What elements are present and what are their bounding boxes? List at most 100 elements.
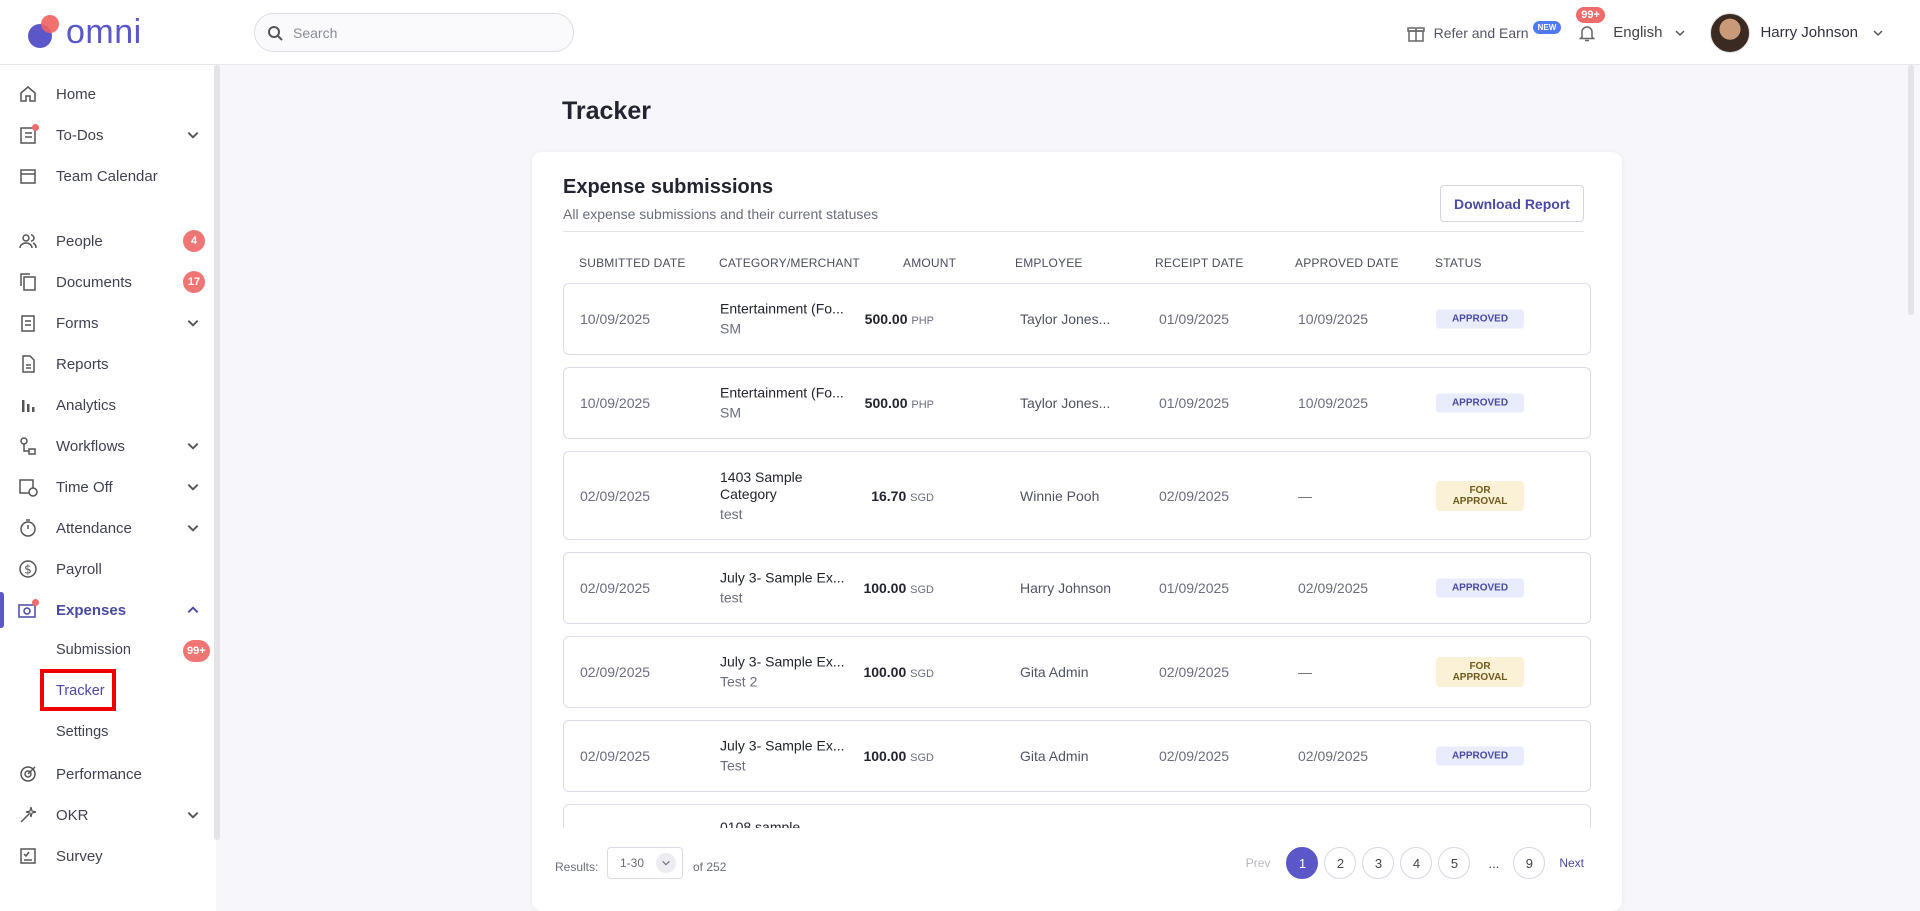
receipt-date: 01/09/2025 xyxy=(1159,395,1230,411)
home-icon xyxy=(16,82,40,106)
sidebar-item-analytics[interactable]: Analytics xyxy=(0,385,216,425)
prev-page-button[interactable]: Prev xyxy=(1245,856,1271,870)
page-button[interactable]: 2 xyxy=(1324,847,1357,879)
page-button[interactable]: 5 xyxy=(1438,847,1471,879)
table-row[interactable]: 02/09/2025 1403 Sample Category test 16.7… xyxy=(563,451,1591,540)
page-button[interactable]: 1 xyxy=(1286,847,1319,879)
table-row[interactable]: 02/09/2025 July 3- Sample Ex... Test 100.… xyxy=(563,720,1591,792)
sidebar-item-label: Home xyxy=(56,85,97,103)
amount: 16.70 SGD xyxy=(824,488,934,504)
next-page-button[interactable]: Next xyxy=(1559,856,1584,870)
sidebar-item-people[interactable]: People 4 xyxy=(0,221,216,261)
chevron-down-icon xyxy=(187,484,199,491)
user-menu[interactable]: Harry Johnson xyxy=(1710,12,1884,53)
sidebar-subitem-submission[interactable]: Submission xyxy=(56,642,131,658)
new-badge: NEW xyxy=(1532,21,1562,34)
chevron-down-icon xyxy=(187,525,199,532)
submitted-date: 10/09/2025 xyxy=(580,311,651,327)
calendar-clock-icon xyxy=(16,475,40,499)
column-header[interactable]: EMPLOYEE xyxy=(1015,256,1083,270)
language-selector[interactable]: English xyxy=(1613,24,1686,41)
column-header[interactable]: RECEIPT DATE xyxy=(1155,256,1244,270)
category: 1403 Sample Category xyxy=(720,468,803,502)
receipt-date: 02/09/2025 xyxy=(1159,487,1230,504)
sidebar-item-reports[interactable]: Reports xyxy=(0,344,216,384)
main-scrollbar[interactable] xyxy=(1908,65,1914,315)
sidebar-item-forms[interactable]: Forms xyxy=(0,303,216,343)
table-row[interactable]: 02/09/2025 July 3- Sample Ex... test 100.… xyxy=(563,552,1591,624)
sidebar-subitem-tracker[interactable]: Tracker xyxy=(56,683,105,699)
table-header: SUBMITTED DATE CATEGORY/MERCHANT AMOUNT … xyxy=(563,256,1584,276)
card-subtitle: All expense submissions and their curren… xyxy=(563,206,879,222)
amount: 100.00 SGD xyxy=(824,664,934,680)
search-input[interactable] xyxy=(293,24,543,41)
merchant: SM xyxy=(720,404,741,421)
sidebar-item-workflows[interactable]: Workflows xyxy=(0,426,216,466)
forms-icon xyxy=(16,311,40,335)
page-button[interactable]: 4 xyxy=(1400,847,1433,879)
target-icon xyxy=(16,762,40,786)
table-row[interactable]: 10/09/2025 Entertainment (Fo... SM 500.00… xyxy=(563,283,1591,355)
approved-date: 10/09/2025 xyxy=(1298,395,1369,411)
sidebar-item-label: Performance xyxy=(56,765,142,783)
stopwatch-icon xyxy=(16,516,40,540)
sidebar-item-to-dos[interactable]: To-Dos xyxy=(0,115,216,155)
sidebar-item-home[interactable]: Home xyxy=(0,74,216,114)
sidebar-item-label: Team Calendar xyxy=(56,167,158,185)
column-header[interactable]: AMOUNT xyxy=(903,256,957,270)
sidebar-item-okr[interactable]: OKR xyxy=(0,795,216,835)
receipt-date: 02/09/2025 xyxy=(1159,748,1230,764)
sidebar-item-time-off[interactable]: Time Off xyxy=(0,467,216,507)
table-row[interactable]: 10/09/2025 Entertainment (Fo... SM 500.00… xyxy=(563,367,1591,439)
column-header[interactable]: CATEGORY/MERCHANT xyxy=(719,256,860,270)
currency: PHP xyxy=(911,315,934,327)
sidebar-scrollbar[interactable] xyxy=(214,65,220,840)
table-row[interactable]: 02/09/2025 July 3- Sample Ex... Test 2 10… xyxy=(563,636,1591,708)
amount: 500.00 PHP xyxy=(824,395,934,411)
approved-date: — xyxy=(1298,487,1312,504)
omni-logo[interactable]: omni xyxy=(22,12,142,52)
page-button[interactable]: 9 xyxy=(1513,847,1546,879)
amount-value: 16.70 xyxy=(871,487,907,504)
chevron-down-icon xyxy=(187,443,199,450)
sidebar-item-team-calendar[interactable]: Team Calendar xyxy=(0,156,216,196)
expenses-icon xyxy=(16,598,40,622)
sidebar-item-payroll[interactable]: $ Payroll xyxy=(0,549,216,589)
column-header[interactable]: APPROVED DATE xyxy=(1295,256,1399,270)
sidebar-subitem-settings[interactable]: Settings xyxy=(56,724,108,740)
amount-value: 100.00 xyxy=(863,748,907,764)
chevron-down-icon xyxy=(187,812,199,819)
submitted-date: 02/09/2025 xyxy=(580,664,651,680)
employee: Gita Admin xyxy=(1020,748,1089,764)
sparkle-icon xyxy=(16,803,40,827)
sidebar-item-performance[interactable]: Performance xyxy=(0,754,216,794)
table-body: 10/09/2025 Entertainment (Fo... SM 500.00… xyxy=(563,283,1593,828)
refer-and-earn-link[interactable]: Refer and Earn NEW xyxy=(1406,21,1562,43)
sidebar-item-label: To-Dos xyxy=(56,126,104,144)
column-header[interactable]: STATUS xyxy=(1435,256,1482,270)
merchant: test xyxy=(720,589,743,606)
page-button[interactable]: 3 xyxy=(1362,847,1395,879)
notifications-button[interactable]: 99+ xyxy=(1573,6,1605,47)
category-merchant: 1403 Sample Category test xyxy=(720,469,830,523)
amount: 100.00 SGD xyxy=(824,580,934,596)
approved-date: — xyxy=(1298,664,1312,680)
sidebar-item-documents[interactable]: Documents 17 xyxy=(0,262,216,302)
category: July 3- Sample Ex... xyxy=(720,737,845,754)
search-bar[interactable] xyxy=(254,13,574,52)
results-per-page-select[interactable]: 1-30 xyxy=(607,847,683,879)
sidebar-item-label: People xyxy=(56,232,103,250)
sidebar-item-attendance[interactable]: Attendance xyxy=(0,508,216,548)
download-report-button[interactable]: Download Report xyxy=(1440,185,1584,222)
sidebar-item-label: Reports xyxy=(56,355,109,373)
survey-icon xyxy=(16,844,40,868)
approved-date: 02/09/2025 xyxy=(1298,580,1369,596)
employee: Gita Admin xyxy=(1020,664,1089,680)
category: Entertainment (Fo... xyxy=(720,384,844,401)
receipt-date: 02/09/2025 xyxy=(1159,664,1230,680)
table-row[interactable]: 0108 sample xyxy=(563,804,1591,828)
column-header[interactable]: SUBMITTED DATE xyxy=(579,256,686,270)
sidebar-item-survey[interactable]: Survey xyxy=(0,836,216,876)
category: Entertainment (Fo... xyxy=(720,300,844,317)
sidebar-item-expenses[interactable]: Expenses xyxy=(0,590,216,630)
